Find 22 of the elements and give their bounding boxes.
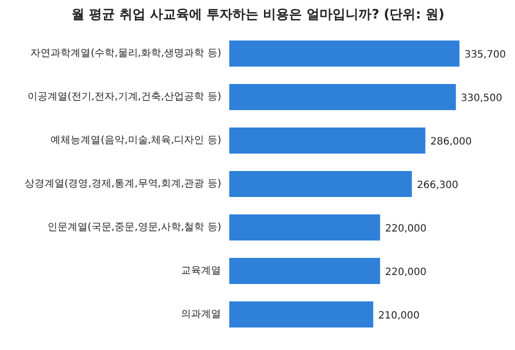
- y-tick-label: 자연과학계열(수학,물리,화학,생명과학 등): [30, 48, 222, 60]
- data-label: 330,500: [460, 93, 502, 104]
- data-label: 266,300: [416, 180, 458, 191]
- bar: [229, 127, 426, 154]
- data-label: 220,000: [385, 266, 426, 278]
- bar: [229, 258, 380, 284]
- y-tick-label: 인문계열(국문,중문,영문,사학,철학 등): [48, 222, 222, 233]
- bar: [229, 214, 380, 241]
- chart-title: 월 평균 취업 사교육에 투자하는 비용은 얼마입니까? (단위: 원): [72, 8, 444, 22]
- y-tick-label: 이공계열(전기,전자,기계,건축,산업공학 등): [28, 92, 222, 103]
- y-tick-label: 의과계열: [181, 308, 222, 320]
- data-label: 220,000: [385, 223, 426, 234]
- y-tick-label: 예체능계열(음악,미술,체육,디자인 등): [50, 135, 222, 146]
- data-label: 335,700: [464, 50, 506, 61]
- bar: [229, 84, 456, 110]
- bar: [229, 301, 374, 328]
- bar: [229, 170, 412, 198]
- data-label: 286,000: [430, 136, 472, 148]
- y-tick-label: 교육계열: [181, 265, 222, 276]
- bar: [229, 40, 460, 67]
- data-label: 210,000: [378, 310, 420, 322]
- y-tick-label: 상경계열(경영,경제,통계,무역,회계,관광 등): [24, 178, 222, 190]
